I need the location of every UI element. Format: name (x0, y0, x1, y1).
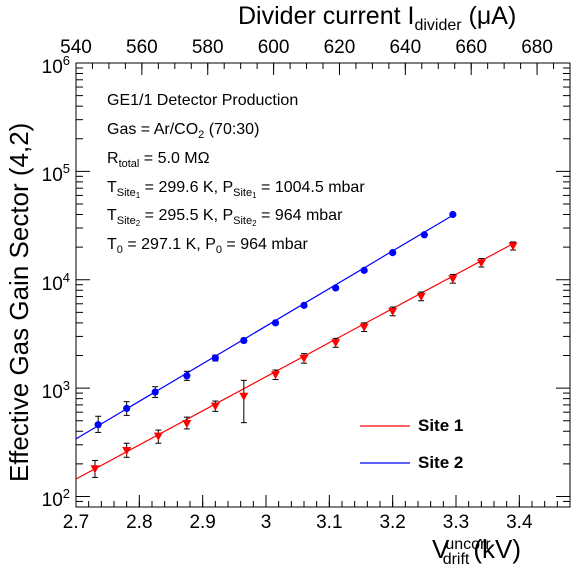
y-tick-label: 106 (41, 53, 70, 78)
data-point-site2 (94, 421, 102, 429)
data-point-site1 (476, 259, 486, 268)
data-point-site1 (331, 339, 341, 348)
data-point-site1 (416, 292, 426, 302)
x-tick-label: 2.7 (62, 512, 90, 533)
data-point-site1 (90, 465, 100, 474)
annotation-resistance: Rtotal = 5.0 MΩ (107, 150, 210, 170)
x2-tick-label: 680 (521, 37, 553, 58)
data-point-site1 (299, 354, 309, 363)
legend-label-site2: Site 2 (418, 453, 464, 472)
axis-ticks (75, 62, 571, 508)
x-tick-label: 3.1 (316, 512, 343, 533)
data-point-site2 (449, 210, 457, 219)
data-point-site2 (389, 249, 397, 257)
data-point-site1 (239, 392, 249, 401)
data-point-site1 (508, 242, 518, 251)
y-tick-label: 102 (41, 486, 70, 512)
data-point-site2 (271, 319, 280, 327)
x-tick-label: 3.4 (506, 512, 533, 533)
y-tick-label: 103 (41, 378, 70, 404)
x2-tick-label: 660 (455, 37, 488, 58)
data-point-site1 (448, 275, 458, 284)
data-point-site1 (359, 323, 369, 332)
x-tick-label: 3.2 (379, 512, 406, 533)
y-tick-label: 104 (41, 269, 70, 295)
x2-tick-label: 620 (323, 37, 356, 58)
data-point-site1 (153, 432, 163, 441)
data-point-site1 (122, 447, 132, 456)
annotation-site1-conditions: TSite1 = 299.6 K, PSite1 = 1004.5 mbar (107, 179, 365, 200)
legend-lines (360, 425, 410, 464)
x2-tick-label: 640 (389, 37, 422, 58)
data-point-site2 (211, 354, 219, 362)
annotation-gas: Gas = Ar/CO2 (70:30) (107, 121, 260, 141)
data-point-site2 (300, 301, 308, 309)
y-axis-title: Effective Gas Gain Sector (4,2) (4, 122, 34, 482)
data-point-site2 (123, 404, 131, 412)
legend-label-site1: Site 1 (418, 416, 464, 435)
x-tick-label: 3.3 (442, 512, 470, 533)
data-points (90, 210, 518, 478)
x2-tick-label: 580 (191, 37, 224, 58)
data-point-site2 (420, 231, 428, 239)
fit-line-1 (75, 243, 514, 480)
data-point-site2 (332, 284, 340, 292)
data-point-site1 (388, 307, 398, 316)
annotation-reference-conditions: T0 = 297.1 K, P0 = 964 mbar (107, 236, 308, 256)
data-point-site1 (271, 371, 280, 380)
data-point-site1 (210, 402, 220, 411)
data-point-site1 (182, 420, 192, 429)
data-point-site2 (360, 266, 368, 274)
data-point-site2 (183, 372, 191, 380)
x2-tick-label: 540 (60, 37, 92, 58)
x-tick-label: 2.9 (189, 512, 216, 533)
annotation-site2-conditions: TSite2 = 295.5 K, PSite2 = 964 mbar (107, 207, 343, 228)
x-tick-label: 2.8 (126, 512, 153, 533)
data-point-site2 (151, 388, 159, 396)
x2-tick-label: 600 (257, 37, 290, 58)
annotation-title: GE1/1 Detector Production (107, 92, 299, 109)
bottom-axis-title: Vuncorrdrift (kV) (432, 534, 522, 568)
y-tick-label: 105 (41, 161, 70, 187)
x-tick-label: 3 (260, 512, 272, 533)
top-axis-title: Divider current Idivider (μA) (238, 2, 517, 34)
x2-tick-label: 560 (126, 37, 158, 58)
data-point-site2 (240, 336, 248, 345)
